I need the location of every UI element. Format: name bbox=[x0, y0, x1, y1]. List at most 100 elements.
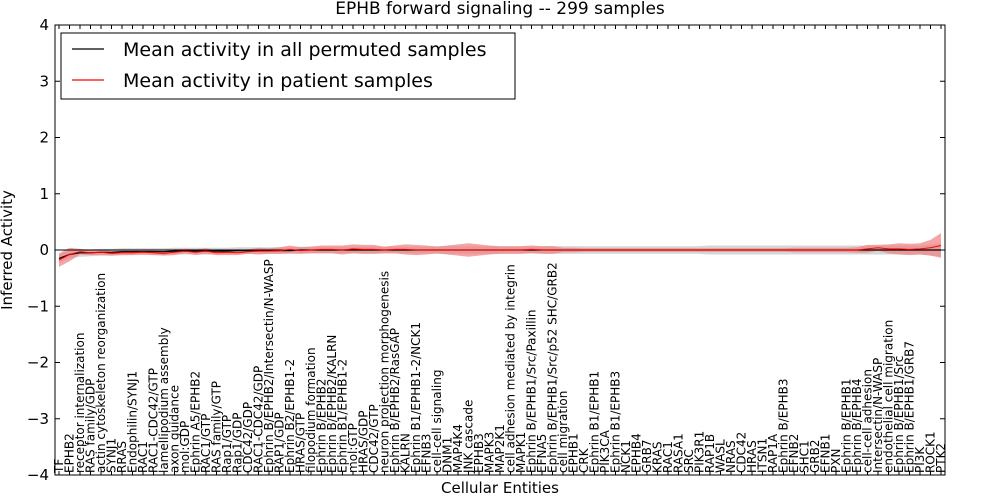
entity-label: Ephrin B/EPHB1/Src/Paxillin bbox=[525, 309, 539, 473]
plot-frame bbox=[54, 24, 946, 476]
entity-label: KRAS bbox=[651, 441, 665, 473]
entity-label: actin cytoskeleton reorganization bbox=[94, 273, 108, 473]
entity-label: RASA1 bbox=[672, 433, 686, 473]
entity-label: KALRN bbox=[399, 433, 413, 473]
entity-label: RAC1 bbox=[136, 441, 150, 473]
y-axis-label: Inferred Activity bbox=[0, 190, 16, 310]
entity-label: GRB2 bbox=[808, 439, 822, 473]
entity-label: PI3K bbox=[913, 446, 927, 473]
y-tick-label: −1 bbox=[27, 297, 49, 315]
entity-label: Intersectin/N-WASP bbox=[871, 358, 885, 473]
entity-label: EPHB4 bbox=[630, 433, 644, 473]
entity-label: RRAS bbox=[115, 441, 129, 473]
entity-label: mol:GTP bbox=[346, 423, 360, 473]
entity-label: cell-cell adhesion bbox=[861, 369, 875, 473]
chart-title: EPHB forward signaling -- 299 samples bbox=[335, 0, 665, 19]
entity-label: SRC bbox=[682, 449, 696, 473]
entity-label: RAC1 bbox=[661, 441, 675, 473]
y-tick-label: 1 bbox=[39, 185, 49, 203]
y-tick-label: 0 bbox=[39, 241, 49, 259]
legend-label-permuted: Mean activity in all permuted samples bbox=[123, 39, 486, 61]
entity-label: GRB7 bbox=[640, 439, 654, 473]
entity-label: EPHB2 bbox=[63, 433, 77, 473]
entity-label: filopodium formation bbox=[304, 347, 318, 473]
entity-label: Ephrin B/EPHB2/KALRN bbox=[325, 335, 339, 473]
entity-label: RAC1-CDC42/GDP bbox=[252, 366, 266, 473]
y-tick-label: 2 bbox=[39, 129, 49, 147]
entity-label: HRAS/GDP bbox=[357, 410, 371, 473]
legend-label-patient: Mean activity in patient samples bbox=[123, 70, 433, 92]
entity-label: JNK cascade bbox=[462, 400, 476, 474]
entity-label: RAC1-CDC42/GTP bbox=[147, 368, 161, 473]
entity-label: Rap1/GDP bbox=[231, 413, 245, 474]
entity-label: SYNJ1 bbox=[105, 438, 119, 473]
entity-label: MAPK3 bbox=[483, 432, 497, 473]
entity-label: Ephrin B1/EPHB1-2 bbox=[336, 359, 350, 473]
entity-label: ROCK1 bbox=[924, 431, 938, 473]
entity-label: ITSN1 bbox=[756, 438, 770, 473]
entity-label: lamellipodium assembly bbox=[157, 327, 171, 473]
entity-label: Ephrin B/EPHB1 bbox=[840, 379, 854, 473]
entity-label: HRAS/GTP bbox=[294, 413, 308, 473]
entity-label: Ephrin B1/EPHB1 bbox=[588, 371, 602, 473]
entity-label: RAS family/GDP bbox=[84, 379, 98, 473]
entity-label: axon guidance bbox=[168, 385, 182, 473]
y-axis: −4 −3 −2 −1 0 1 2 3 4 bbox=[27, 16, 945, 484]
entity-label: RAP1/GDP bbox=[273, 412, 287, 473]
entity-label: cell migration bbox=[556, 391, 570, 473]
entity-label: WASL bbox=[714, 439, 728, 473]
entity-label: NCK1 bbox=[619, 440, 633, 473]
entity-label: Ephrin B/EPHB1/Src bbox=[892, 356, 906, 473]
entity-label: EFNB3 bbox=[420, 434, 434, 473]
y-tick-label: 4 bbox=[39, 16, 49, 34]
entity-label: Ephrin B1/EPHB1-2/NCK1 bbox=[409, 322, 423, 473]
entity-label: receptor internalization bbox=[73, 333, 87, 473]
entity-label: Ephrin B1/EPHB3 bbox=[609, 371, 623, 473]
entity-label: Ephrin A5/EPHB2 bbox=[189, 371, 203, 473]
entity-label: Ephrin B/EPHB4 bbox=[850, 379, 864, 473]
entity-label: endothelial cell migration bbox=[882, 320, 896, 473]
entity-label: HRAS bbox=[745, 440, 759, 473]
entity-label: Ephrin B/EPHB1/Src/p52 SHC/GRB2 bbox=[546, 262, 560, 473]
entity-label: Rap1/GTP bbox=[220, 415, 234, 473]
entity-label: Ephrin B/EPHB1/GRB7 bbox=[903, 341, 917, 473]
entity-label: Ephrin B/EPHB2/RasGAP bbox=[388, 328, 402, 473]
x-axis-label: Cellular Entities bbox=[441, 479, 559, 497]
series-lines bbox=[58, 245, 942, 261]
legend-box bbox=[60, 32, 516, 100]
entity-label: Endophilin/SYNJ1 bbox=[126, 371, 140, 473]
y-tick-label: −4 bbox=[27, 466, 49, 484]
y-tick-label: −2 bbox=[27, 354, 49, 372]
entity-label: mol:GDP bbox=[178, 421, 192, 473]
entity-label: Ephrin B/EPHB2/Intersectin/N-WASP bbox=[262, 259, 276, 473]
entity-label: EFNB2 bbox=[787, 434, 801, 473]
entity-label: DNM1 bbox=[441, 437, 455, 473]
entity-label: PIK3CA bbox=[598, 429, 612, 473]
series-line-patient bbox=[58, 245, 942, 261]
entity-label: EPHB1 bbox=[567, 433, 581, 473]
entity-label: cell-cell signaling bbox=[430, 370, 444, 474]
entity-label: PXN bbox=[829, 449, 843, 473]
entity-label: Ephrin B2/EPHB1-2 bbox=[283, 359, 297, 473]
entity-label: cell adhesion mediated by integrin bbox=[504, 264, 518, 473]
legend: Mean activity in all permuted samples Me… bbox=[60, 32, 516, 100]
entity-label: RAC1/GTP bbox=[199, 414, 213, 473]
entity-label: CDC42/GTP bbox=[367, 404, 381, 473]
entity-label: PTK2 bbox=[934, 443, 948, 473]
entity-label: SHC1 bbox=[798, 440, 812, 473]
entity-label: CRK bbox=[577, 447, 591, 473]
x-axis-ticks bbox=[58, 25, 942, 475]
entity-label: MAP4K4 bbox=[451, 424, 465, 473]
entity-label: EPHB3 bbox=[472, 433, 486, 473]
entity-label: EFNA5 bbox=[535, 434, 549, 473]
entity-label: MAPK1 bbox=[514, 432, 528, 473]
entity-label: MAP2K1 bbox=[493, 424, 507, 473]
entity-label: PIK3R1 bbox=[693, 431, 707, 473]
entity-label: Ephrin B/EPHB2 bbox=[315, 379, 329, 473]
entity-label: neuron projection morphogenesis bbox=[378, 271, 392, 473]
entity-label: NRAS bbox=[724, 440, 738, 473]
entity-label: CDC42 bbox=[735, 432, 749, 473]
entity-label: EFNB1 bbox=[819, 434, 833, 473]
